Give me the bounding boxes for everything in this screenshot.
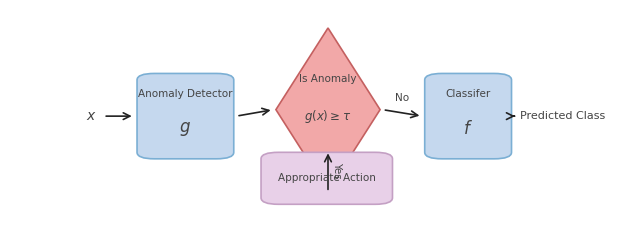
- Text: Anomaly Detector: Anomaly Detector: [138, 89, 233, 99]
- Text: Yes: Yes: [332, 161, 342, 178]
- Text: Appropriate Action: Appropriate Action: [278, 173, 376, 183]
- FancyBboxPatch shape: [261, 152, 392, 204]
- Text: $g(\mathit{x}) \geq \tau$: $g(\mathit{x}) \geq \tau$: [305, 108, 351, 125]
- Text: Predicted Class: Predicted Class: [520, 111, 605, 121]
- Text: No: No: [396, 93, 410, 103]
- Text: $\mathit{g}$: $\mathit{g}$: [179, 120, 191, 138]
- Polygon shape: [276, 28, 380, 191]
- Text: Classifer: Classifer: [445, 89, 491, 99]
- Text: Is Anomaly: Is Anomaly: [300, 74, 356, 84]
- Text: $\mathit{x}$: $\mathit{x}$: [86, 109, 96, 123]
- FancyBboxPatch shape: [137, 74, 234, 159]
- Text: $\mathit{f}$: $\mathit{f}$: [463, 120, 473, 138]
- FancyBboxPatch shape: [425, 74, 511, 159]
